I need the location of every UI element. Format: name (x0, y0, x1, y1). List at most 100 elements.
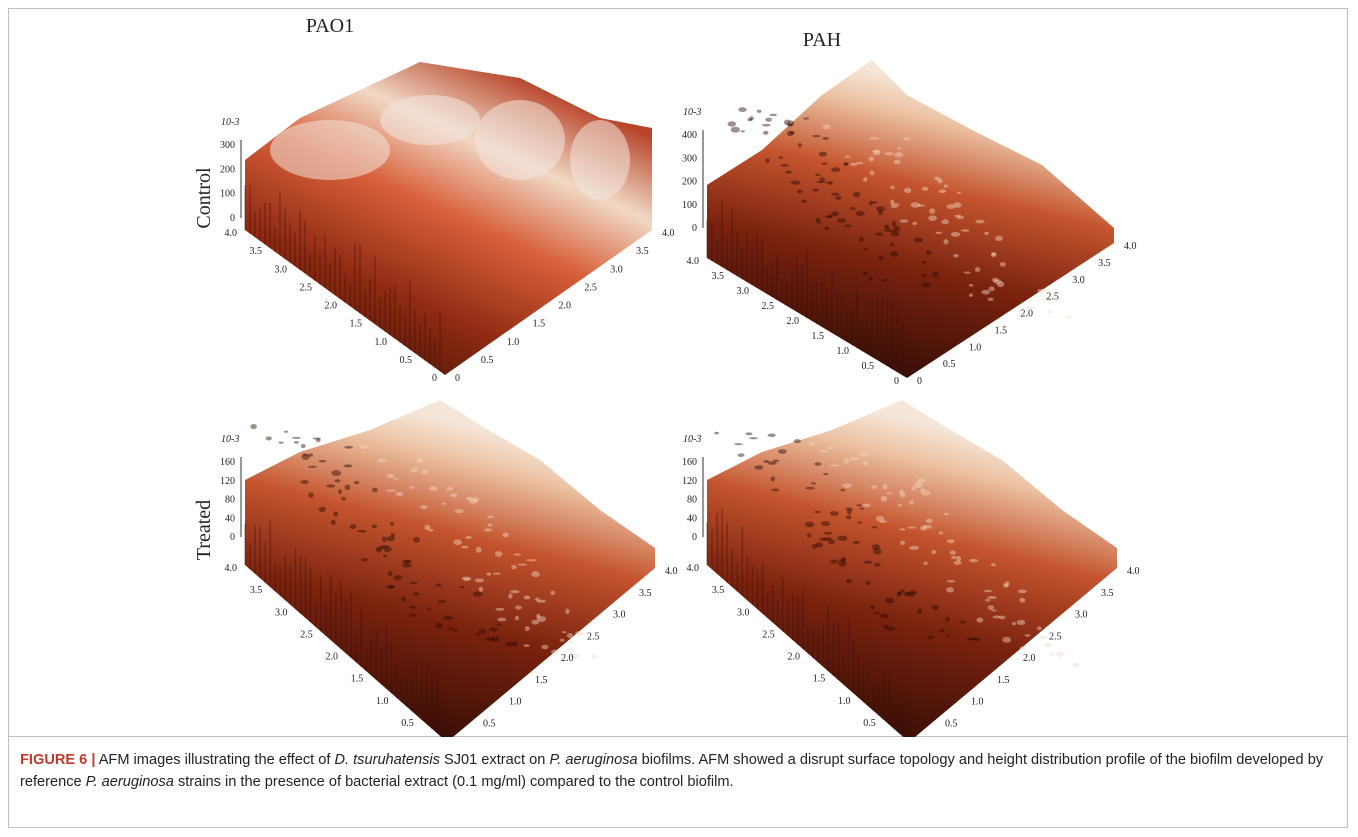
y-tick-label: 0.5 (481, 355, 494, 366)
surface-texture (513, 641, 517, 646)
z-tick-label: 120 (220, 476, 235, 487)
surface-texture (443, 615, 453, 620)
z-tick-label: 120 (682, 476, 697, 487)
surface-texture (807, 533, 812, 537)
surface-texture (331, 470, 341, 476)
surface-texture (524, 644, 530, 647)
surface-texture (762, 124, 771, 127)
z-tick-label: 40 (687, 513, 697, 524)
x-tick-label: 4.0 (687, 256, 700, 267)
z-tick-label: 0 (230, 213, 235, 224)
afm-panel: 10-3040801201604.03.53.02.52.01.51.00.50… (220, 400, 678, 737)
surface-texture (487, 572, 492, 575)
surface-texture (831, 167, 840, 172)
surface-texture (386, 585, 395, 589)
surface-texture (390, 533, 394, 538)
x-tick-label: 1.0 (838, 696, 851, 707)
surface-texture (527, 559, 536, 561)
surface-texture (917, 204, 926, 206)
surface-texture (922, 274, 927, 277)
x-tick-label: 0.5 (863, 718, 876, 729)
surface-texture (350, 524, 357, 529)
x-tick-label: 3.0 (275, 264, 288, 275)
y-tick-label: 1.0 (969, 342, 982, 353)
surface-texture (941, 219, 948, 224)
surface-texture (745, 432, 752, 435)
surface-texture (794, 439, 801, 443)
surface-texture (479, 587, 484, 592)
surface-texture (487, 516, 494, 519)
surface-texture (928, 636, 934, 640)
surface-texture (900, 589, 904, 592)
caption-text: P. aeruginosa (86, 774, 174, 790)
surface-texture (984, 590, 993, 593)
surface-texture (879, 614, 887, 617)
surface-texture (951, 232, 960, 237)
surface-texture (883, 484, 888, 490)
surface-texture (822, 162, 828, 165)
surface-texture (939, 189, 947, 193)
caption-text: strains in the presence of bacterial ext… (174, 774, 734, 790)
y-tick-label: 3.0 (613, 610, 626, 621)
surface-texture (808, 442, 814, 445)
surface-texture (461, 546, 468, 549)
y-tick-label: 3.0 (610, 264, 623, 275)
x-tick-label: 1.0 (376, 696, 389, 707)
y-tick-label: 3.5 (639, 588, 652, 599)
caption: FIGURE 6 | AFM images illustrating the e… (20, 749, 1338, 793)
z-tick-label: 0 (692, 223, 697, 234)
surface-texture (811, 482, 816, 484)
row-label: Control (193, 167, 215, 229)
surface-texture (738, 107, 746, 112)
surface-texture (551, 649, 559, 654)
surface-texture (344, 446, 353, 449)
surface-texture (316, 438, 321, 442)
surface-texture (835, 196, 841, 200)
surface-texture (805, 487, 815, 490)
surface-texture (784, 119, 790, 125)
surface-texture (874, 612, 880, 615)
surface-texture (455, 509, 464, 513)
surface-texture (524, 595, 531, 599)
surface-texture (377, 459, 386, 463)
surface-texture (969, 293, 973, 297)
surface-texture (932, 605, 939, 610)
surface-texture (531, 620, 539, 625)
y-tick-label: 1.0 (971, 697, 984, 708)
surface-texture (511, 565, 517, 569)
surface-texture (890, 199, 894, 204)
x-tick-label: 0.5 (862, 361, 875, 372)
z-tick-label: 40 (225, 513, 235, 524)
surface-texture (961, 229, 970, 232)
afm-panel: 10-301002003004.03.53.02.52.01.51.00.500… (220, 62, 675, 384)
surface-texture (989, 286, 995, 291)
x-tick-label: 3.5 (712, 585, 725, 596)
z-tick-label: 100 (220, 189, 235, 200)
surface-texture (994, 280, 1002, 284)
surface-texture (853, 541, 860, 544)
surface-texture (868, 276, 873, 281)
surface-texture (568, 647, 573, 650)
surface-texture (728, 121, 736, 126)
surface-texture (333, 511, 338, 517)
surface-texture (514, 553, 522, 555)
surface-texture (357, 530, 366, 533)
surface-texture (999, 616, 1006, 620)
surface-texture (871, 544, 880, 550)
surface-texture (565, 609, 569, 614)
surface-texture (541, 645, 548, 650)
surface-texture (569, 640, 573, 644)
surface-texture (939, 629, 945, 633)
surface-texture (939, 532, 943, 535)
surface-texture (437, 600, 447, 603)
z-tick-label: 80 (687, 495, 697, 506)
surface-texture (893, 160, 900, 164)
surface-texture (763, 131, 769, 135)
surface-texture (785, 171, 792, 174)
surface-texture (857, 522, 862, 524)
surface-texture (920, 488, 924, 492)
x-tick-label: 2.0 (325, 301, 338, 312)
surface-texture (837, 219, 846, 223)
x-tick-label: 2.0 (788, 652, 801, 663)
surface-texture (975, 267, 980, 272)
